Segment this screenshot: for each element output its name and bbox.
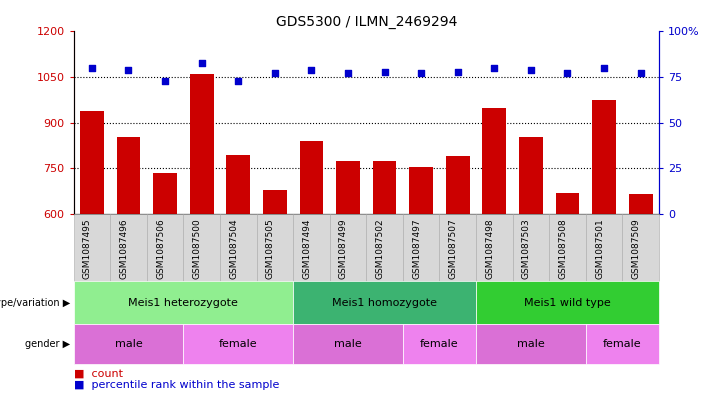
Text: GSM1087506: GSM1087506	[156, 218, 165, 279]
Text: ■  count: ■ count	[74, 368, 123, 378]
Bar	[373, 161, 397, 214]
Text: female: female	[603, 339, 641, 349]
Point	[452, 68, 463, 75]
Point	[489, 65, 500, 71]
Text: GSM1087494: GSM1087494	[302, 219, 311, 279]
Text: GSM1087498: GSM1087498	[485, 219, 494, 279]
Point	[123, 67, 134, 73]
Bar	[190, 74, 214, 214]
Point	[159, 78, 170, 84]
Point	[342, 70, 353, 77]
Text: GSM1087495: GSM1087495	[83, 219, 92, 279]
Text: GSM1087507: GSM1087507	[449, 218, 458, 279]
Text: GSM1087501: GSM1087501	[595, 218, 604, 279]
Title: GDS5300 / ILMN_2469294: GDS5300 / ILMN_2469294	[275, 15, 457, 29]
Point	[306, 67, 317, 73]
Text: gender ▶: gender ▶	[25, 339, 70, 349]
Text: GSM1087502: GSM1087502	[376, 219, 385, 279]
Text: genotype/variation ▶: genotype/variation ▶	[0, 298, 70, 308]
Bar	[519, 136, 543, 214]
Point	[562, 70, 573, 77]
Text: GSM1087508: GSM1087508	[559, 218, 568, 279]
Bar	[482, 108, 506, 214]
Text: GSM1087500: GSM1087500	[193, 218, 202, 279]
Bar	[592, 100, 616, 214]
Point	[599, 65, 610, 71]
Bar	[154, 173, 177, 214]
Text: GSM1087509: GSM1087509	[632, 218, 641, 279]
Bar	[263, 190, 287, 214]
Text: GSM1087499: GSM1087499	[339, 219, 348, 279]
Bar	[556, 193, 579, 214]
Bar	[299, 141, 323, 214]
Bar	[409, 167, 433, 214]
Point	[269, 70, 280, 77]
Text: Meis1 homozygote: Meis1 homozygote	[332, 298, 437, 308]
Point	[86, 65, 97, 71]
Text: male: male	[334, 339, 362, 349]
Text: female: female	[219, 339, 257, 349]
Text: male: male	[114, 339, 142, 349]
Text: GSM1087505: GSM1087505	[266, 218, 275, 279]
Text: GSM1087497: GSM1087497	[412, 219, 421, 279]
Text: GSM1087504: GSM1087504	[229, 219, 238, 279]
Text: Meis1 wild type: Meis1 wild type	[524, 298, 611, 308]
Text: GSM1087496: GSM1087496	[119, 219, 128, 279]
Bar	[80, 110, 104, 214]
Text: GSM1087503: GSM1087503	[522, 218, 531, 279]
Point	[416, 70, 427, 77]
Point	[196, 59, 207, 66]
Text: ■  percentile rank within the sample: ■ percentile rank within the sample	[74, 380, 279, 390]
Bar	[116, 136, 140, 214]
Point	[525, 67, 536, 73]
Point	[233, 78, 244, 84]
Text: Meis1 heterozygote: Meis1 heterozygote	[128, 298, 238, 308]
Bar	[629, 195, 653, 214]
Point	[379, 68, 390, 75]
Text: male: male	[517, 339, 545, 349]
Bar	[446, 156, 470, 214]
Text: female: female	[420, 339, 458, 349]
Bar	[226, 155, 250, 214]
Point	[635, 70, 646, 77]
Bar	[336, 161, 360, 214]
